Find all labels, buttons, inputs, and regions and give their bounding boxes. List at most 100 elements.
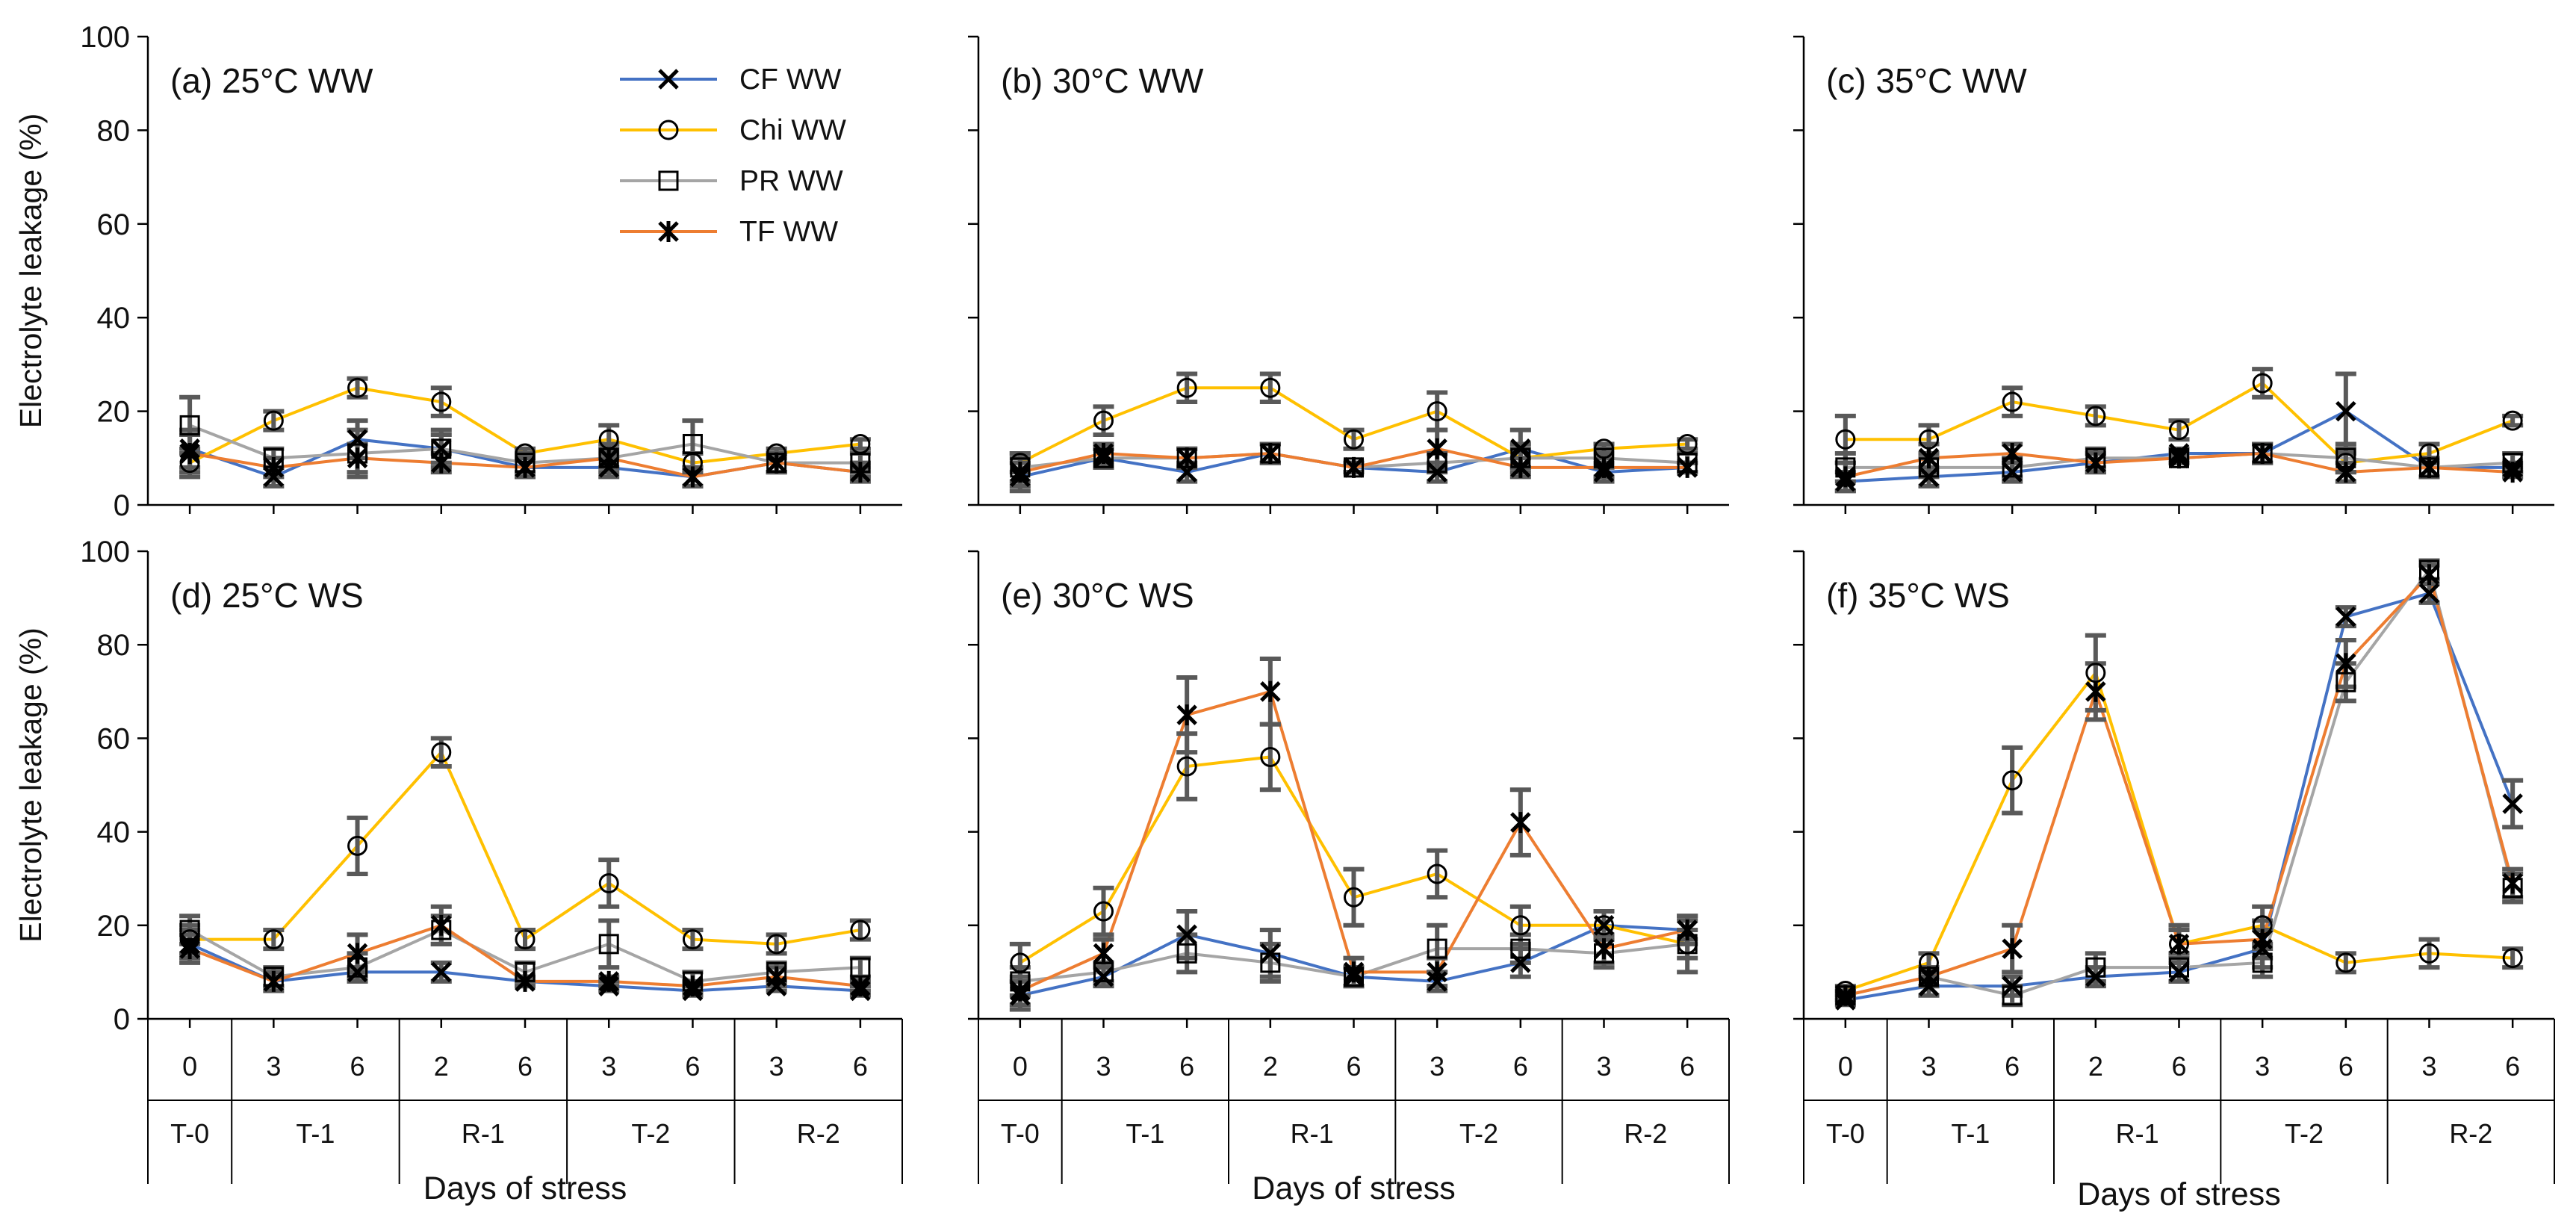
data-point-tf: [2168, 933, 2190, 955]
data-point-pr: [2085, 957, 2106, 978]
data-point-tf: [1427, 961, 1447, 983]
x-group-label: T-2: [2285, 1118, 2324, 1149]
data-point-tf: [2502, 872, 2523, 894]
y-tick-label: 40: [97, 816, 131, 849]
data-point-chi: [1835, 429, 1856, 450]
y-tick-label: 100: [80, 536, 130, 568]
data-point-pr: [2169, 957, 2189, 978]
data-point-chi: [598, 872, 619, 893]
x-group-label: R-1: [1291, 1118, 1334, 1149]
data-point-tf: [2418, 456, 2440, 478]
data-point-cf: [1176, 924, 1197, 946]
x-group-label: R-2: [797, 1118, 840, 1149]
series-line-chi: [1019, 386, 1688, 465]
y-tick-label: 20: [97, 396, 131, 429]
legend-entry: Chi WW: [620, 114, 846, 146]
data-point-chi: [2085, 406, 2106, 427]
data-point-chi: [1510, 915, 1531, 936]
data-point-chi: [2502, 948, 2523, 969]
data-point-chi: [263, 410, 284, 431]
data-point-tf: [431, 452, 452, 474]
data-point-chi: [1260, 377, 1281, 398]
data-point-chi: [2002, 391, 2023, 412]
data-point-cf: [2002, 462, 2023, 483]
x-category-label: 6: [2505, 1051, 2520, 1082]
data-point-tf: [2252, 443, 2273, 465]
x-category-label: 0: [1838, 1051, 1853, 1082]
panel-title: (e) 30°C WS: [1001, 576, 1194, 615]
x-category-label: 0: [1013, 1051, 1028, 1082]
x-category-label: 3: [1921, 1051, 1936, 1082]
x-group-label: T-0: [1826, 1118, 1865, 1149]
data-point-chi: [682, 929, 703, 950]
error-bar-chi: [1427, 848, 1448, 900]
data-point-tf: [598, 970, 619, 992]
x-category-label: 3: [1430, 1051, 1444, 1082]
data-point-tf: [2418, 564, 2440, 586]
x-category-label: 3: [2421, 1051, 2436, 1082]
data-point-chi: [1260, 746, 1281, 767]
x-category-label: 3: [2255, 1051, 2270, 1082]
data-point-tf: [263, 970, 285, 992]
legend-marker: [658, 69, 679, 90]
data-point-tf: [598, 447, 619, 469]
data-point-tf: [1260, 443, 1281, 465]
data-point-tf: [263, 456, 285, 478]
data-point-pr: [2252, 952, 2273, 973]
data-point-chi: [766, 934, 787, 955]
data-point-chi: [1427, 401, 1447, 422]
error-bar-chi: [598, 858, 620, 909]
error-bar-chi: [1427, 390, 1448, 432]
data-point-chi: [347, 835, 368, 856]
x-group-label: T-1: [1126, 1118, 1164, 1149]
data-point-chi: [263, 929, 284, 950]
x-axis-label: Days of stress: [2077, 1176, 2280, 1212]
data-point-chi: [2419, 943, 2439, 964]
x-group-label: T-0: [1001, 1118, 1040, 1149]
data-point-tf: [1835, 984, 1856, 1006]
data-point-pr: [682, 433, 703, 454]
y-tick-label: 100: [80, 21, 130, 54]
data-point-tf: [1260, 680, 1281, 702]
x-group-label: R-1: [462, 1118, 505, 1149]
x-category-label: 0: [182, 1051, 197, 1082]
x-category-label: 6: [1179, 1051, 1194, 1082]
legend-label: PR WW: [739, 165, 843, 197]
y-tick-label: 60: [97, 722, 131, 755]
data-point-chi: [431, 391, 452, 412]
series-line-tf: [1019, 689, 1688, 993]
data-point-tf: [1343, 961, 1365, 983]
x-category-label: 6: [853, 1051, 868, 1082]
data-point-tf: [2252, 928, 2273, 950]
data-point-tf: [1343, 456, 1365, 478]
x-category-label: 3: [601, 1051, 616, 1082]
legend-marker: [658, 221, 679, 242]
data-point-chi: [2169, 420, 2189, 441]
data-point-tf: [1835, 466, 1856, 488]
data-point-chi: [1594, 915, 1614, 936]
category-table-d: 0 3 6 2 6 3 6 3 6 T-0 T-1 R-1 T-2 R-2 Days of stress: [147, 1019, 903, 1206]
data-point-chi: [347, 377, 368, 398]
error-bar-chi: [2002, 745, 2023, 816]
x-category-label: 6: [350, 1051, 365, 1082]
data-point-chi: [1427, 863, 1447, 884]
data-point-chi: [1093, 410, 1114, 431]
data-point-chi: [1344, 887, 1364, 908]
legend-entry: CF WW: [620, 63, 842, 96]
data-point-tf: [347, 447, 368, 469]
panel-title: (d) 25°C WS: [170, 576, 364, 615]
error-bar-pr: [598, 918, 620, 970]
y-tick-label: 80: [97, 629, 131, 662]
x-axis-label: Days of stress: [423, 1170, 627, 1206]
category-table-f: 0 3 6 2 6 3 6 3 6 T-0 T-1 R-1 T-2 R-2 Days of stress: [1803, 1019, 2555, 1212]
x-category-label: 2: [1263, 1051, 1278, 1082]
legend-entry: TF WW: [620, 216, 838, 248]
data-point-tf: [2168, 447, 2190, 469]
x-category-label: 3: [1096, 1051, 1111, 1082]
data-point-tf: [1427, 438, 1447, 459]
data-point-tf: [682, 976, 704, 997]
x-group-label: T-2: [631, 1118, 670, 1149]
data-point-pr: [598, 934, 619, 955]
y-tick-label: 40: [97, 302, 131, 335]
